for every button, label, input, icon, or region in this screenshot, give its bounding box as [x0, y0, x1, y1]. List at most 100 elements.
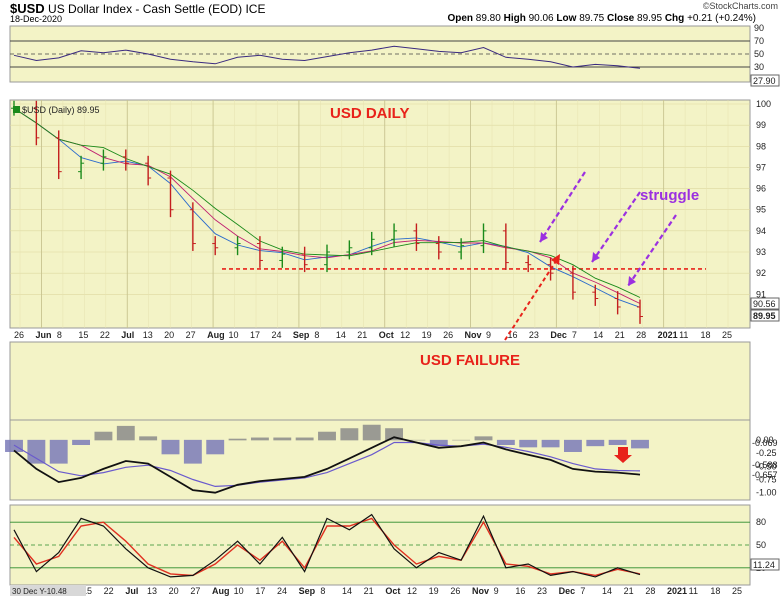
low-label: Low: [556, 13, 577, 24]
macd-histogram-bar: [452, 439, 471, 441]
macd-histogram-bar: [586, 439, 605, 447]
stoch-x-tick-label: Jul: [125, 586, 138, 596]
macd-histogram-bar: [631, 439, 649, 449]
stoch-x-tick-label: 19: [429, 586, 439, 596]
stoch-x-tick-label: Nov: [472, 586, 489, 596]
macd-down-arrow: [614, 447, 632, 463]
price-x-tick-label: Jul: [121, 330, 134, 340]
open-label: Open: [447, 13, 473, 24]
stoch-x-tick-label: Sep: [299, 586, 316, 596]
price-x-tick-label: 21: [357, 330, 367, 340]
macd-line: [13, 436, 641, 494]
failure-arrowhead: [551, 254, 560, 265]
stoch-x-tick-label: 15: [82, 586, 92, 596]
price-x-tick-label: Dec: [550, 330, 567, 340]
macd-layer: 0.00 -0.25 -0.50 -0.75 -1.00: [5, 424, 777, 498]
macd-histogram-bar: [385, 428, 404, 441]
price-tick-label: 97: [756, 162, 766, 172]
price-chart-title: USD DAILY: [330, 105, 409, 122]
macd-histogram-bar: [49, 439, 68, 464]
macd-tick-label: 0.00: [756, 435, 774, 445]
chg-label: Chg: [664, 13, 685, 24]
price-tick-label: 100: [756, 99, 771, 109]
symbol-ticker: $USD: [10, 1, 45, 16]
macd-tick-label: -0.50: [756, 461, 777, 471]
price-x-tick-label: 8: [314, 330, 319, 340]
stoch-x-tick-label: 12: [407, 586, 417, 596]
price-x-tick-label: Oct: [379, 330, 394, 340]
usd-failure-annotation: USD FAILURE: [420, 352, 520, 369]
macd-histogram-bar: [429, 439, 448, 447]
stoch-x-tick-label: 14: [602, 586, 612, 596]
stoch-x-tick-label: Dec: [559, 586, 576, 596]
rsi-pane: [9, 25, 751, 83]
macd-histogram-bar: [72, 439, 91, 446]
stoch-x-tick-label: 28: [645, 586, 655, 596]
macd-tick-label: -0.75: [756, 475, 777, 485]
macd-histogram-bar: [318, 431, 336, 441]
high-value: 90.06: [528, 13, 554, 24]
price-x-tick-label: 9: [486, 330, 491, 340]
stoch-x-tick-label: 21: [624, 586, 634, 596]
macd-histogram-bar: [340, 428, 359, 441]
stoch-tick-label: 50: [756, 540, 766, 550]
price-x-tick-label: 13: [143, 330, 153, 340]
price-x-tick-label: 27: [186, 330, 196, 340]
price-ma-value-label: 90.56: [753, 299, 776, 309]
price-x-tick-label: 7: [572, 330, 577, 340]
price-x-tick-label: 15: [78, 330, 88, 340]
price-x-tick-label: 18: [701, 330, 711, 340]
price-tick-label: 96: [756, 184, 766, 194]
macd-histogram-bar: [608, 439, 627, 446]
corner-date-label: 30 Dec Y-10.48: [12, 587, 67, 596]
purple-arrowhead-1: [540, 232, 548, 242]
price-x-tick-label: 26: [443, 330, 453, 340]
price-x-tick-label: 20: [164, 330, 174, 340]
stoch-x-tick-label: 23: [537, 586, 547, 596]
price-tick-label: 94: [756, 226, 766, 236]
price-tick-label: 93: [756, 247, 766, 257]
stoch-x-tick-label: 18: [710, 586, 720, 596]
price-tick-label: 98: [756, 141, 766, 151]
price-value-label: 89.95: [753, 311, 776, 321]
macd-tick-label: -1.00: [756, 488, 777, 498]
purple-arrowhead-3: [628, 276, 636, 286]
chart-header: $USD US Dollar Index - Cash Settle (EOD)…: [0, 0, 784, 26]
macd-histogram-bar: [362, 424, 381, 441]
rsi-value-label: 27.90: [753, 76, 776, 86]
macd-histogram-bar: [541, 439, 560, 448]
price-x-tick-label: Aug: [207, 330, 225, 340]
stochastic-layer: 8050201522Jul132027Aug101724Sep81421Oct1…: [10, 513, 766, 596]
close-label: Close: [607, 13, 635, 24]
rsi-tick-label: 30: [754, 62, 764, 72]
stockcharts-logo: ©StockCharts.com: [702, 1, 778, 11]
stoch-x-tick-label: 7: [580, 586, 585, 596]
stoch-x-tick-label: Aug: [212, 586, 230, 596]
chg-value: +0.21 (+0.24%): [687, 13, 756, 24]
price-x-tick-label: 24: [271, 330, 281, 340]
price-x-tick-label: 14: [336, 330, 346, 340]
close-value: 89.95: [637, 13, 663, 24]
stoch-x-tick-label: 11: [689, 586, 698, 596]
stoch-x-tick-label: 8: [320, 586, 325, 596]
stoch-x-tick-label: 16: [515, 586, 525, 596]
price-tick-label: 95: [756, 205, 766, 215]
purple-arrow-1: [539, 171, 586, 243]
price-pane: [9, 99, 751, 329]
price-tick-label: 99: [756, 120, 766, 130]
stoch-x-tick-label: 14: [342, 586, 352, 596]
stoch-x-tick-label: 17: [255, 586, 265, 596]
failure-arrow: [504, 257, 559, 341]
macd-histogram-bar: [250, 437, 269, 441]
price-x-tick-label: 26: [14, 330, 24, 340]
struggle-annotation: struggle: [640, 187, 699, 204]
stoch-x-tick-label: 2021: [667, 586, 687, 596]
chart-date: 18-Dec-2020: [10, 14, 63, 24]
price-x-tick-label: 12: [400, 330, 410, 340]
macd-hist-value-label: -0.069: [752, 438, 778, 448]
price-legend: $USD (Daily) 89.95: [22, 105, 100, 115]
purple-arrow-2: [591, 191, 641, 263]
price-x-tick-label: 19: [422, 330, 432, 340]
